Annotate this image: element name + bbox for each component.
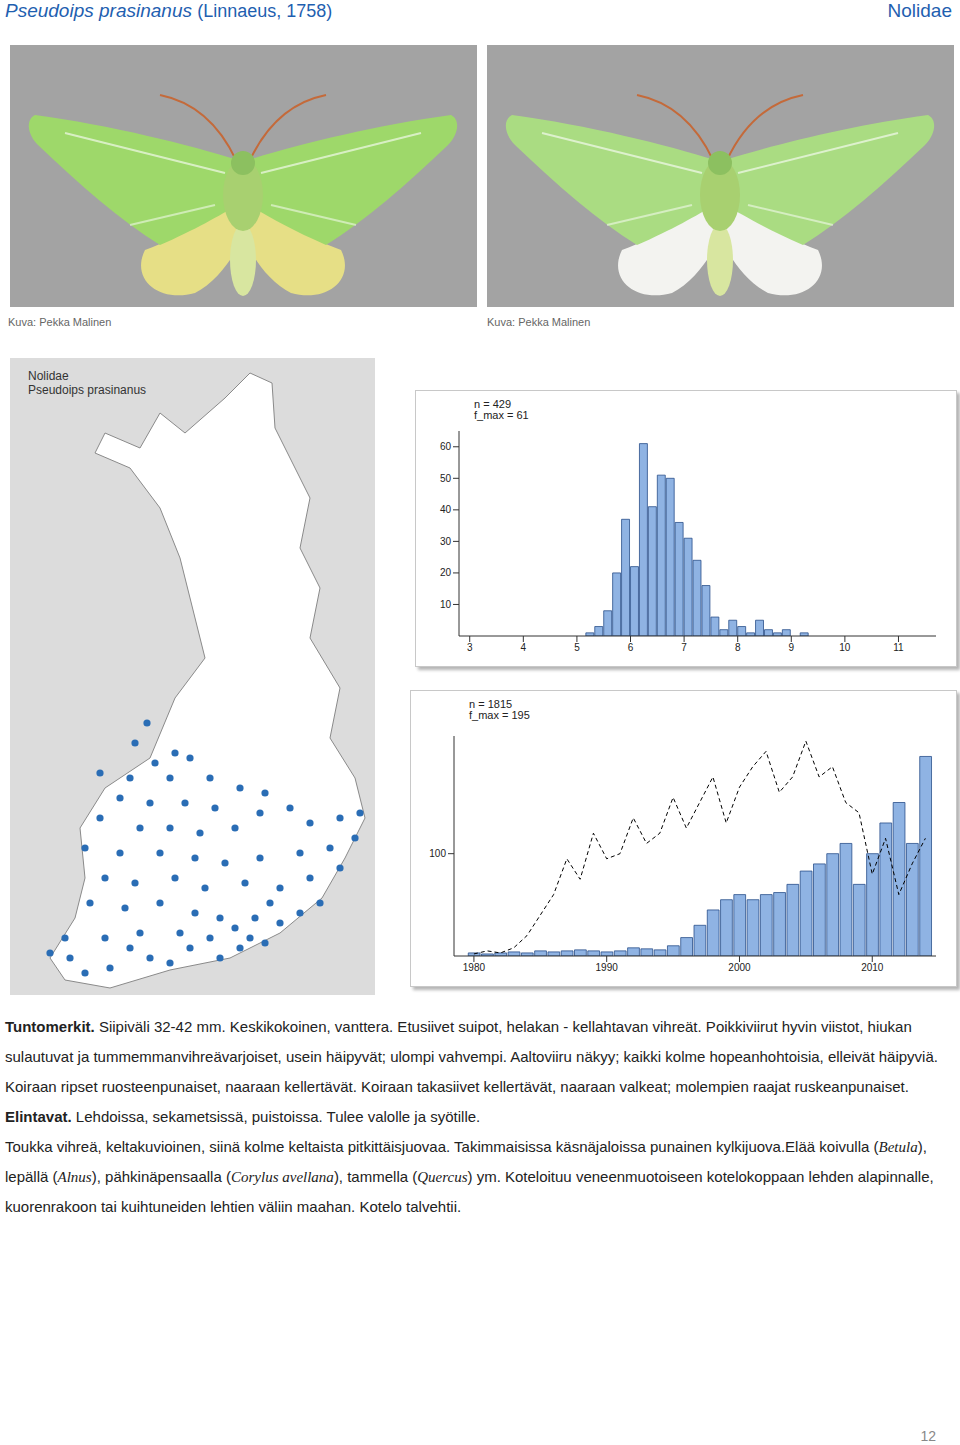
svg-text:40: 40 (440, 504, 452, 515)
svg-text:2000: 2000 (728, 962, 751, 973)
html-text:n = 429: n = 429 (474, 398, 511, 410)
svg-text:1990: 1990 (596, 962, 619, 973)
svg-text:4: 4 (521, 642, 527, 653)
html-text:Pseudoips prasinanus (Linnaeus: Pseudoips prasinanus (Linnaeus, 1758) (5, 0, 333, 21)
svg-text:Nolidae: Nolidae (28, 369, 69, 383)
svg-text:100: 100 (429, 848, 446, 859)
html-text:Elintavat. Lehdoissa, sekamets: Elintavat. Lehdoissa, sekametsissä, puis… (5, 1108, 481, 1125)
html-text:12: 12 (920, 1428, 936, 1444)
html-text:Toukka vihreä, keltakuvioinen,: Toukka vihreä, keltakuvioinen, siinä kol… (5, 1138, 934, 1215)
html-text:Kuva: Pekka Malinen: Kuva: Pekka Malinen (8, 316, 112, 328)
html-text:Kuva: Pekka Malinen: Kuva: Pekka Malinen (487, 316, 591, 328)
svg-text:30: 30 (440, 536, 452, 547)
html-text:Nolidae: Nolidae (887, 0, 952, 21)
svg-text:10: 10 (440, 599, 452, 610)
svg-text:50: 50 (440, 473, 452, 484)
svg-text:1980: 1980 (463, 962, 486, 973)
svg-text:Pseudoips prasinanus: Pseudoips prasinanus (28, 383, 146, 397)
svg-text:9: 9 (789, 642, 795, 653)
svg-text:10: 10 (839, 642, 851, 653)
svg-text:20: 20 (440, 567, 452, 578)
svg-text:6: 6 (628, 642, 634, 653)
html-text:n = 1815: n = 1815 (469, 698, 513, 710)
svg-text:11: 11 (893, 642, 904, 653)
html-text:f_max = 195: f_max = 195 (469, 709, 530, 721)
html-text:f_max = 61: f_max = 61 (474, 409, 529, 421)
svg-text:60: 60 (440, 441, 452, 452)
svg-text:5: 5 (574, 642, 580, 653)
svg-text:7: 7 (681, 642, 687, 653)
svg-text:3: 3 (467, 642, 473, 653)
svg-text:2010: 2010 (861, 962, 884, 973)
html-text:Tuntomerkit. Siipiväli 32-42 m: Tuntomerkit. Siipiväli 32-42 mm. Keskiko… (5, 1018, 938, 1095)
svg-text:8: 8 (735, 642, 741, 653)
